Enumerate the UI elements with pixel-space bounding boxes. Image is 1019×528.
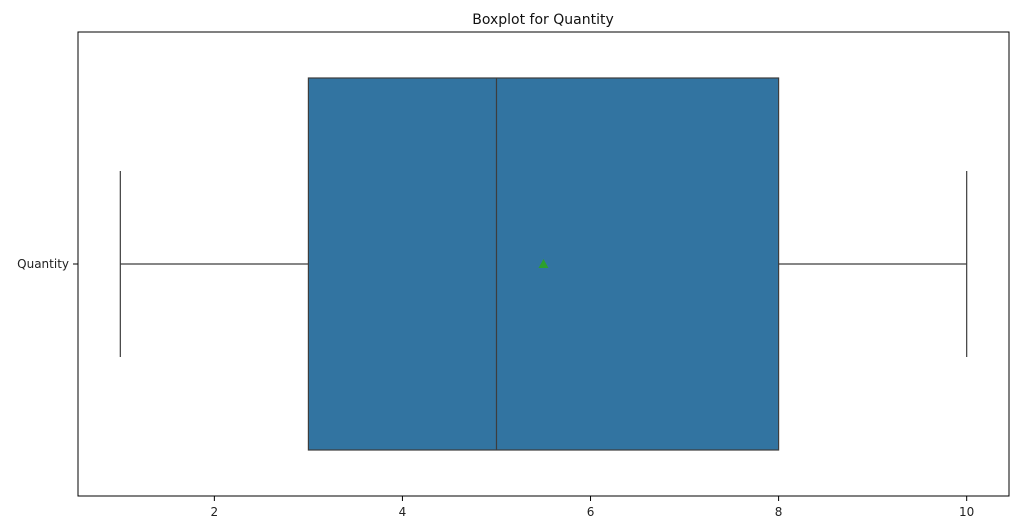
x-tick-label: 4	[399, 505, 407, 519]
y-category-label: Quantity	[17, 257, 69, 271]
x-tick-label: 6	[587, 505, 595, 519]
x-tick-label: 2	[211, 505, 219, 519]
x-tick-label: 8	[775, 505, 783, 519]
x-tick-label: 10	[959, 505, 974, 519]
mean-marker	[538, 259, 549, 268]
chart-title: Boxplot for Quantity	[472, 12, 614, 28]
